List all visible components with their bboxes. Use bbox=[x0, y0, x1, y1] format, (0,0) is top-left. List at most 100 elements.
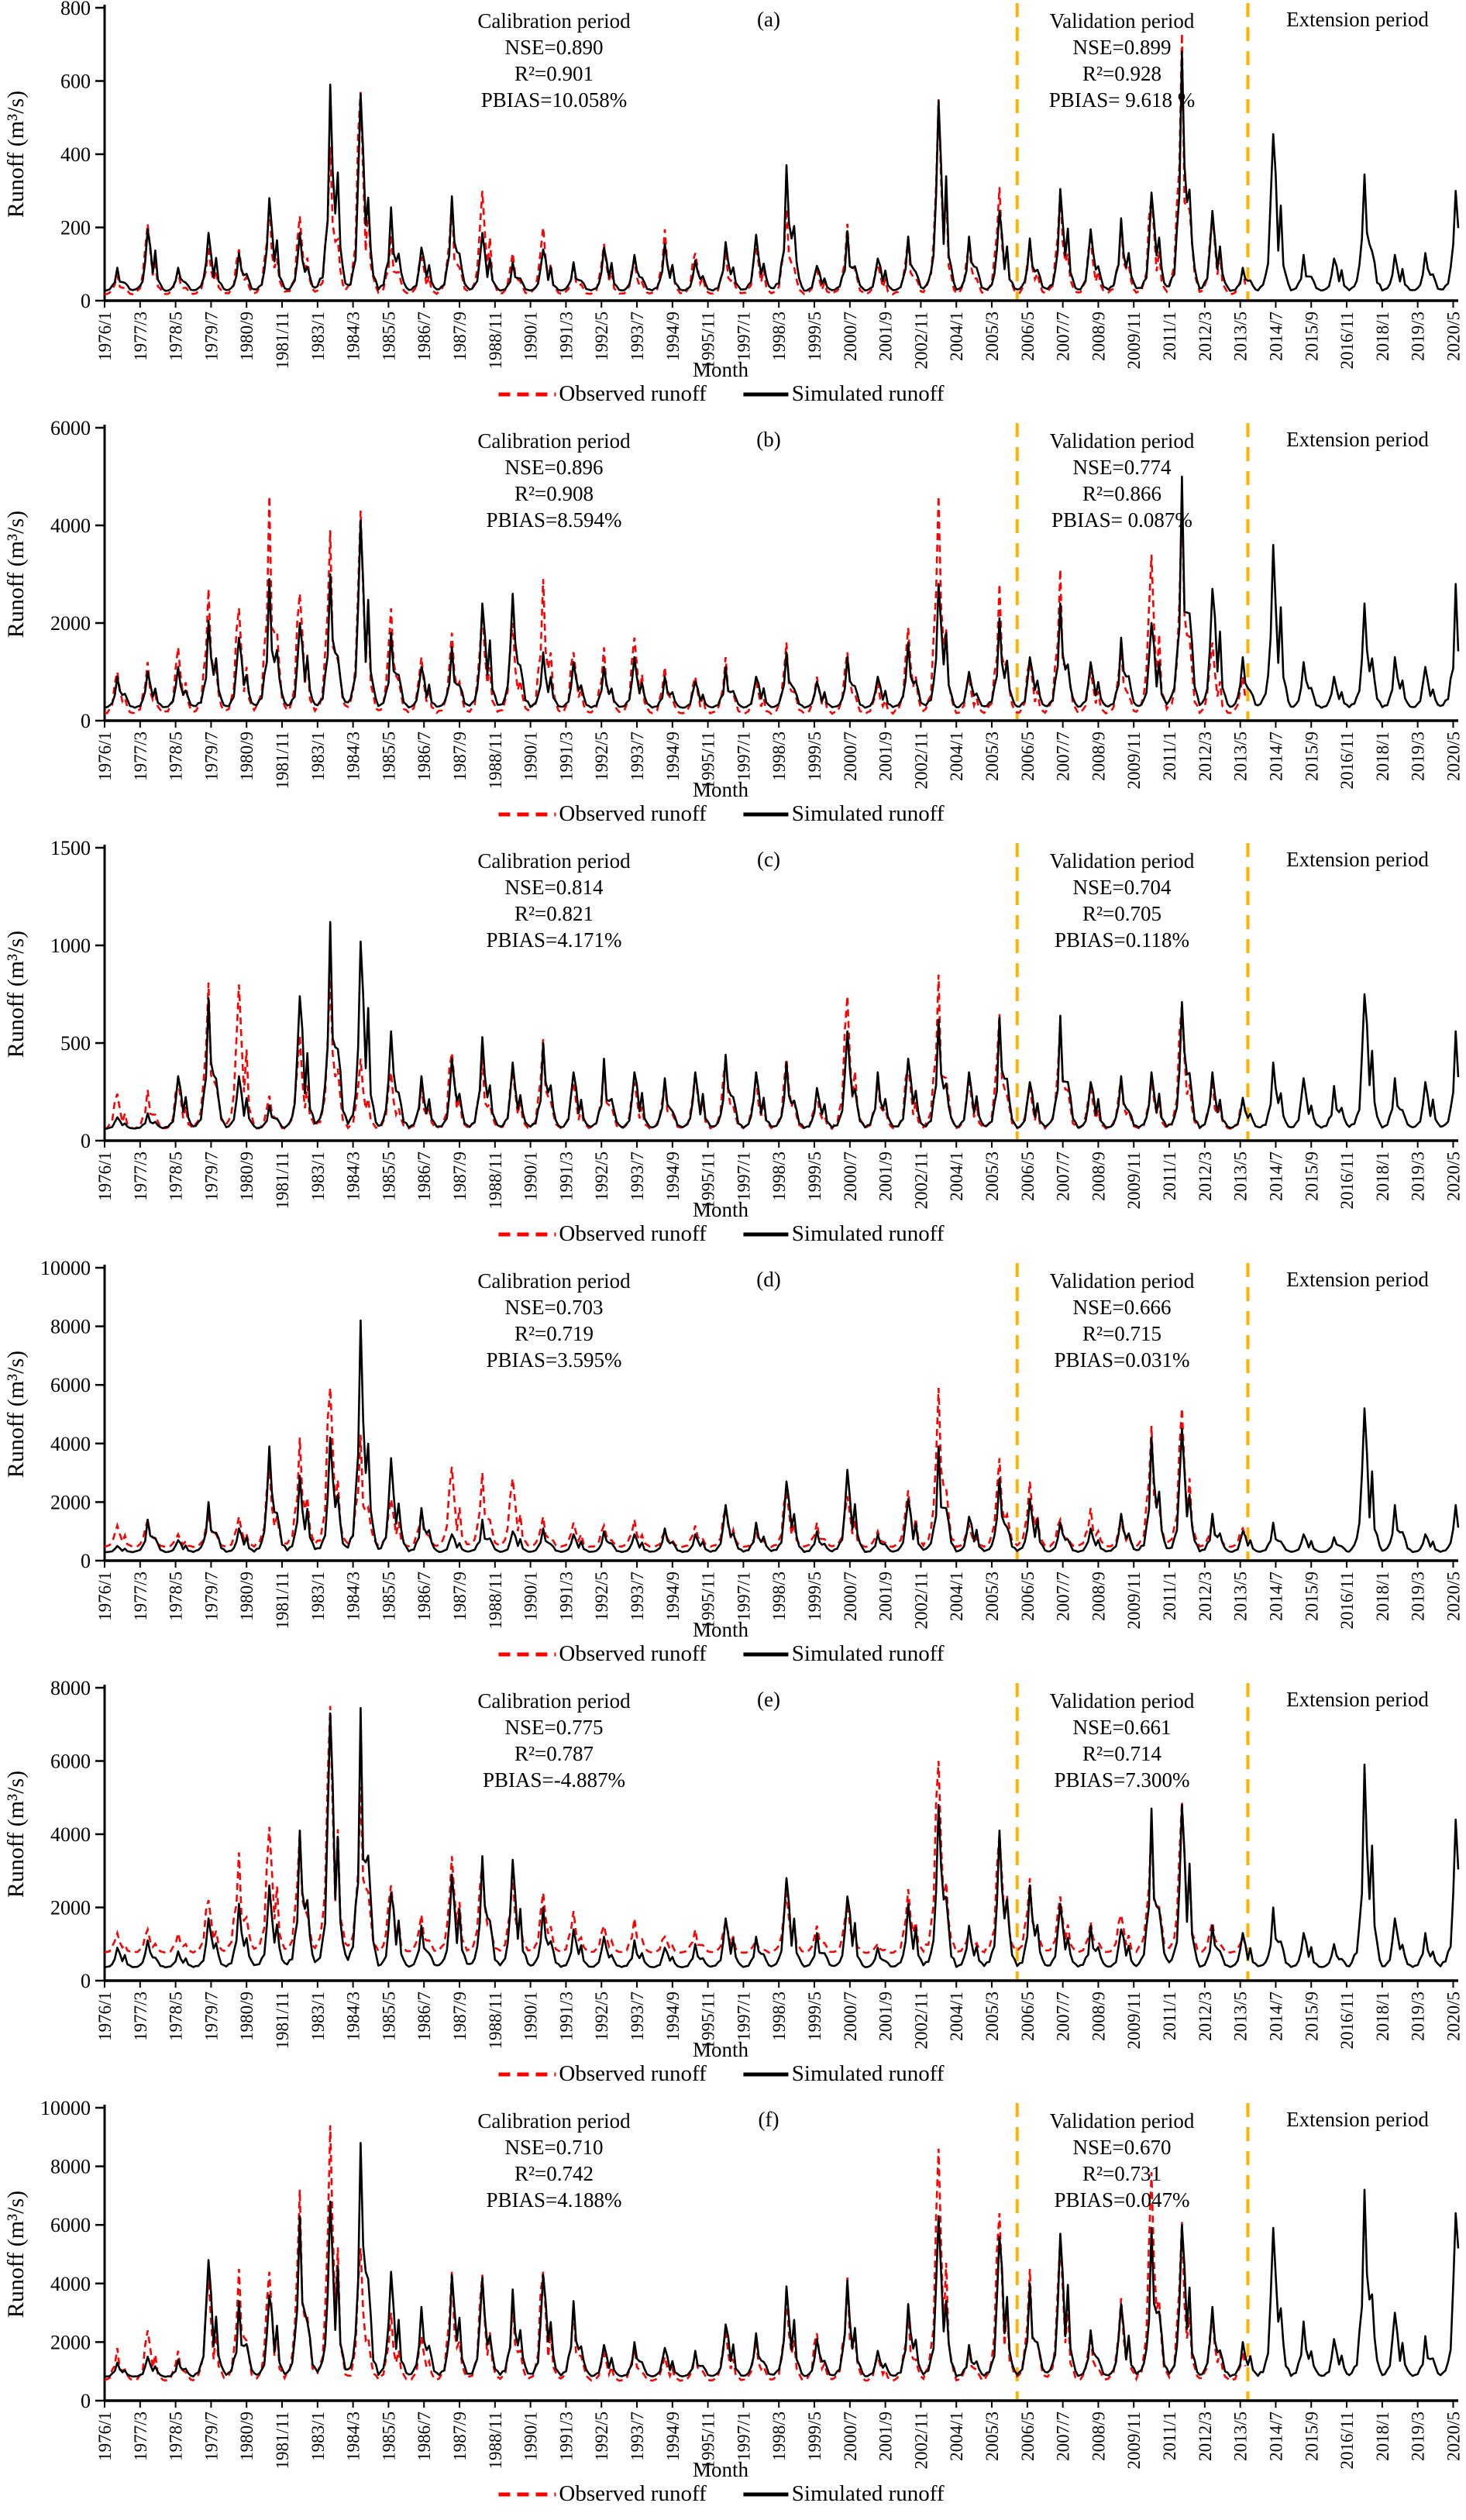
runoff-chart: 0 2000 4000 6000 8000 Runoff (m³/s) 1976/1 1977… bbox=[3, 1680, 1463, 2050]
x-tick-label: 1981/11 bbox=[273, 732, 292, 790]
x-tick-label: 2007/7 bbox=[1054, 312, 1073, 361]
x-tick-label: 1990/1 bbox=[521, 1572, 541, 1621]
x-tick-label: 2019/3 bbox=[1409, 732, 1428, 781]
x-tick-label: 2013/5 bbox=[1231, 312, 1251, 361]
calibration-title: Calibration period bbox=[477, 2109, 631, 2133]
x-tick-label: 1976/1 bbox=[95, 1572, 115, 1621]
simulated-runoff-line bbox=[104, 1706, 1460, 1969]
y-axis-title: Runoff (m³/s) bbox=[3, 511, 29, 638]
calibration-r2: R²=0.787 bbox=[514, 1742, 594, 1765]
x-tick-label: 2011/1 bbox=[1160, 1992, 1179, 2040]
observed-runoff-line bbox=[104, 1706, 1247, 1954]
x-tick-label: 1991/3 bbox=[556, 312, 576, 361]
validation-pbias: PBIAS= 9.618 % bbox=[1048, 88, 1196, 112]
x-tick-label: 2004/1 bbox=[947, 1572, 966, 1621]
validation-stats: Validation period NSE=0.666 R²=0.715 PBI… bbox=[1050, 1268, 1195, 1373]
calibration-nse: NSE=0.896 bbox=[504, 456, 604, 479]
legend-item-observed: Observed runoff bbox=[497, 2061, 707, 2087]
validation-title: Validation period bbox=[1049, 429, 1195, 453]
x-tick-label: 2020/5 bbox=[1444, 2412, 1463, 2461]
x-tick-label: 1993/7 bbox=[628, 1992, 647, 2041]
legend-observed-label: Observed runoff bbox=[559, 1641, 707, 1666]
simulated-runoff-line bbox=[104, 1319, 1460, 1554]
calibration-pbias: PBIAS=4.188% bbox=[486, 2188, 622, 2212]
x-tick-label: 2020/5 bbox=[1444, 1572, 1463, 1621]
x-tick-label: 1995/11 bbox=[699, 1152, 718, 1210]
x-tick-label: 2001/9 bbox=[876, 732, 896, 781]
x-tick-label: 1993/7 bbox=[628, 312, 647, 361]
x-tick-label: 1985/5 bbox=[379, 312, 398, 361]
simulated-solid-line-icon bbox=[743, 1652, 789, 1656]
x-tick-label: 2009/11 bbox=[1124, 312, 1144, 370]
x-tick-label: 2018/1 bbox=[1373, 2412, 1392, 2461]
y-tick-label: 2000 bbox=[50, 1897, 91, 1919]
x-tick-label: 1992/5 bbox=[592, 732, 611, 781]
validation-pbias: PBIAS=0.047% bbox=[1054, 2188, 1190, 2212]
x-tick-label: 1999/5 bbox=[805, 1572, 824, 1621]
observed-runoff-line bbox=[104, 1387, 1247, 1548]
x-tick-label: 2008/9 bbox=[1089, 312, 1108, 361]
x-tick-label: 1983/1 bbox=[308, 732, 328, 781]
x-tick-label: 1977/3 bbox=[131, 312, 150, 361]
x-tick-label: 2002/11 bbox=[911, 732, 931, 790]
validation-r2: R²=0.731 bbox=[1082, 2162, 1162, 2185]
validation-stats: Validation period NSE=0.670 R²=0.731 PBI… bbox=[1050, 2108, 1195, 2213]
legend-observed-label: Observed runoff bbox=[559, 2061, 707, 2086]
legend-simulated-label: Simulated runoff bbox=[791, 1641, 945, 1666]
x-tick-label: 2014/7 bbox=[1266, 1152, 1285, 1201]
x-tick-label: 1988/11 bbox=[486, 732, 505, 790]
calibration-title: Calibration period bbox=[477, 429, 631, 453]
x-tick-label: 1978/5 bbox=[167, 1992, 186, 2041]
validation-stats: Validation period NSE=0.774 R²=0.866 PBI… bbox=[1050, 428, 1195, 533]
validation-title: Validation period bbox=[1049, 849, 1195, 873]
x-tick-label: 1992/5 bbox=[592, 1572, 611, 1621]
y-tick-label: 500 bbox=[60, 1032, 91, 1055]
x-tick-label: 2009/11 bbox=[1124, 732, 1144, 790]
x-tick-label: 2002/11 bbox=[911, 1152, 931, 1210]
x-tick-label: 2004/1 bbox=[947, 312, 966, 361]
x-tick-label: 2000/7 bbox=[841, 732, 860, 781]
validation-pbias: PBIAS=7.300% bbox=[1054, 1768, 1190, 1792]
x-tick-label: 2008/9 bbox=[1089, 2412, 1108, 2461]
calibration-title: Calibration period bbox=[477, 849, 631, 873]
x-tick-label: 1990/1 bbox=[521, 2412, 541, 2461]
x-tick-label: 1977/3 bbox=[131, 1152, 150, 1201]
calibration-pbias: PBIAS=4.171% bbox=[486, 928, 622, 952]
x-tick-label: 2000/7 bbox=[841, 1572, 860, 1621]
x-tick-label: 1976/1 bbox=[95, 312, 115, 361]
x-tick-label: 2006/5 bbox=[1018, 1992, 1038, 2041]
extension-label: Extension period bbox=[1286, 848, 1429, 871]
x-tick-label: 1988/11 bbox=[486, 1572, 505, 1630]
x-tick-label: 1979/7 bbox=[201, 732, 221, 781]
x-tick-label: 1988/11 bbox=[486, 312, 505, 370]
x-tick-label: 1983/1 bbox=[308, 1572, 328, 1621]
x-tick-label: 2012/3 bbox=[1196, 732, 1215, 781]
x-tick-label: 1991/3 bbox=[556, 1992, 576, 2041]
y-tick-label: 0 bbox=[81, 1550, 91, 1572]
x-tick-label: 1998/3 bbox=[769, 732, 789, 781]
x-tick-label: 2006/5 bbox=[1018, 312, 1038, 361]
panel-letter: (d) bbox=[756, 1268, 781, 1291]
validation-title: Validation period bbox=[1049, 1269, 1195, 1293]
calibration-title: Calibration period bbox=[477, 1269, 631, 1293]
x-tick-label: 2018/1 bbox=[1373, 1152, 1392, 1201]
x-tick-label: 1997/1 bbox=[734, 1992, 753, 2041]
calibration-nse: NSE=0.775 bbox=[504, 1716, 604, 1739]
calibration-nse: NSE=0.814 bbox=[504, 876, 604, 899]
x-tick-label: 1984/3 bbox=[344, 2412, 363, 2461]
legend-item-observed: Observed runoff bbox=[497, 1221, 707, 1247]
validation-r2: R²=0.715 bbox=[1082, 1322, 1162, 1345]
x-tick-label: 1991/3 bbox=[556, 2412, 576, 2461]
x-tick-label: 2015/9 bbox=[1302, 2412, 1321, 2461]
observed-runoff-line bbox=[104, 974, 1247, 1131]
x-tick-label: 2009/11 bbox=[1124, 1152, 1144, 1210]
y-tick-label: 4000 bbox=[50, 515, 91, 537]
y-tick-label: 1000 bbox=[50, 935, 91, 957]
calibration-nse: NSE=0.890 bbox=[504, 36, 604, 59]
x-tick-label: 1981/11 bbox=[273, 312, 292, 370]
x-tick-label: 1994/9 bbox=[663, 2412, 683, 2461]
y-tick-label: 0 bbox=[81, 1130, 91, 1152]
extension-label: Extension period bbox=[1286, 2108, 1429, 2131]
x-tick-label: 1987/9 bbox=[450, 732, 470, 781]
